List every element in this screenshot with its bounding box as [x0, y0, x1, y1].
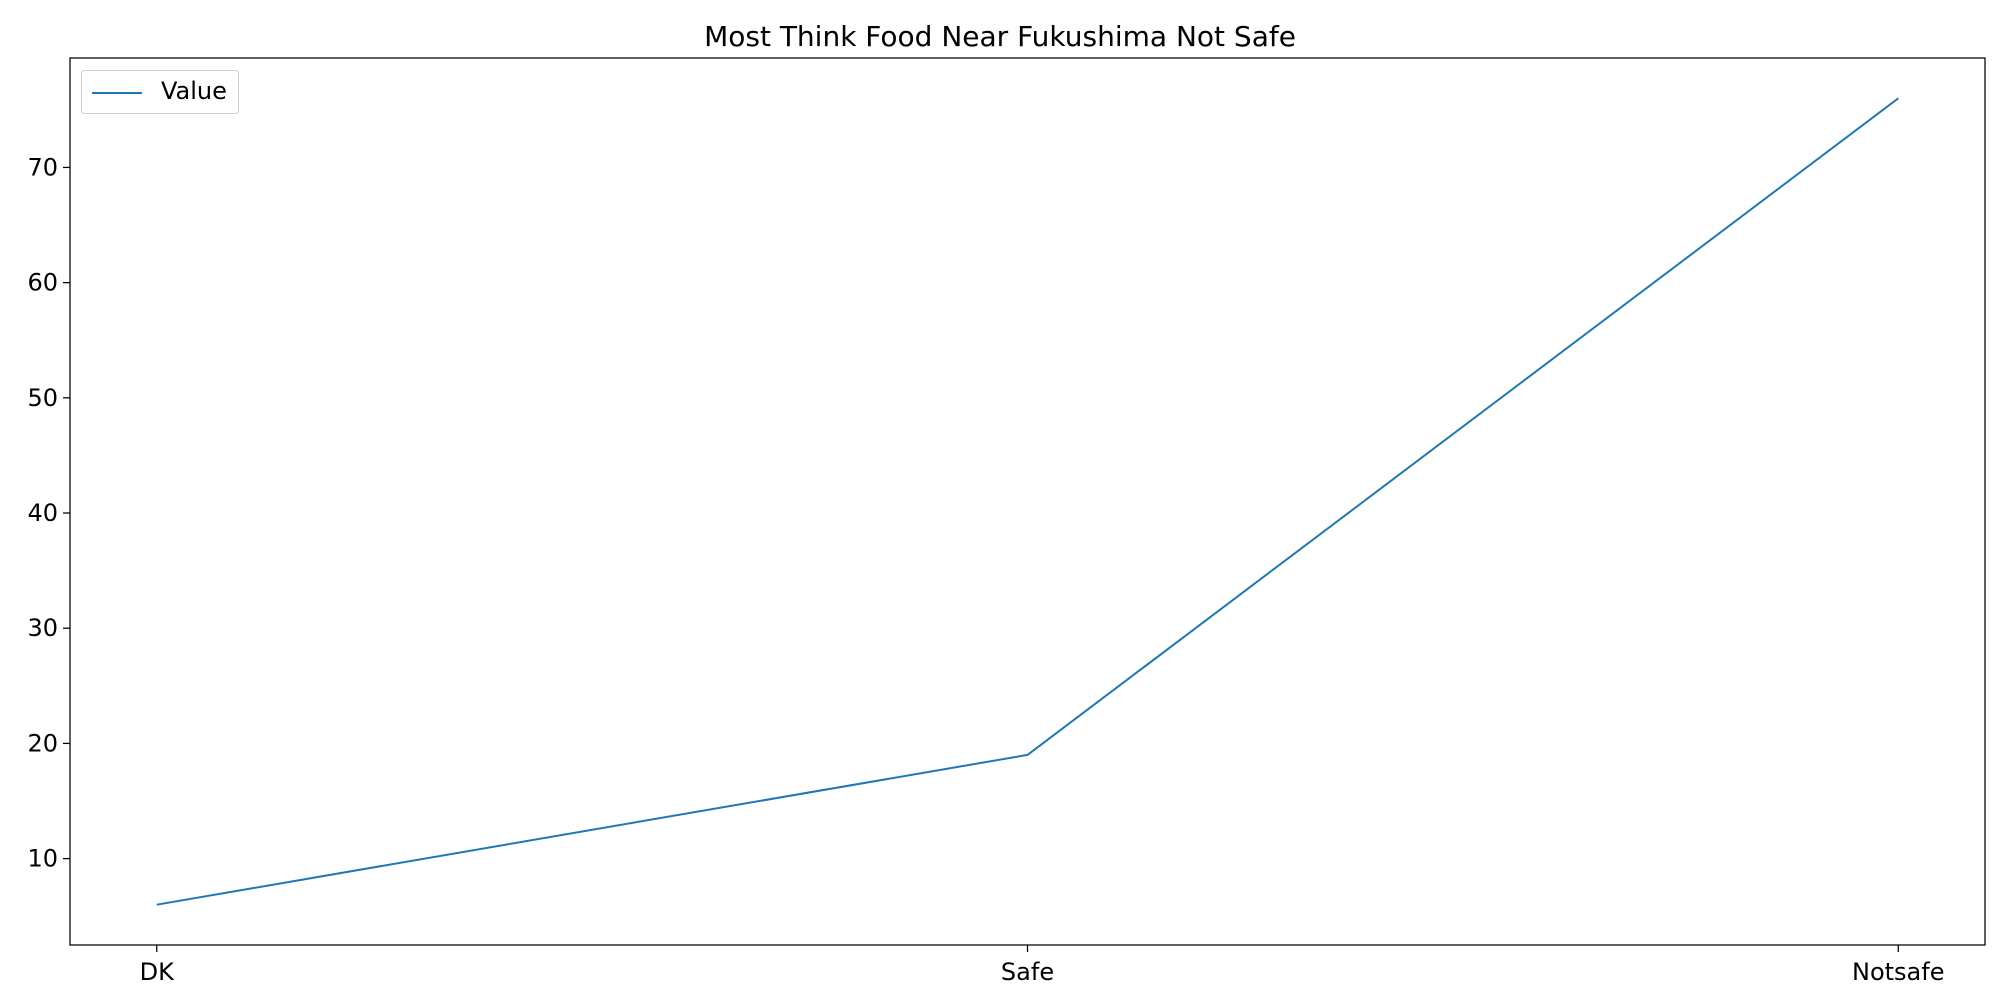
plot-frame — [70, 58, 1985, 945]
y-tick-label: 30 — [27, 614, 58, 642]
series-line — [157, 98, 1899, 904]
x-tick-label: DK — [140, 958, 175, 986]
chart-title: Most Think Food Near Fukushima Not Safe — [0, 20, 2000, 53]
x-tick-label: Notsafe — [1852, 958, 1944, 986]
legend: Value — [81, 70, 239, 114]
y-tick-label: 40 — [27, 499, 58, 527]
x-tick-label: Safe — [1001, 958, 1054, 986]
y-tick-label: 10 — [27, 845, 58, 873]
y-tick-label: 50 — [27, 384, 58, 412]
y-tick-label: 70 — [27, 153, 58, 181]
legend-swatch — [92, 92, 142, 94]
legend-label: Value — [161, 77, 227, 105]
y-tick-label: 60 — [27, 269, 58, 297]
y-tick-label: 20 — [27, 729, 58, 757]
